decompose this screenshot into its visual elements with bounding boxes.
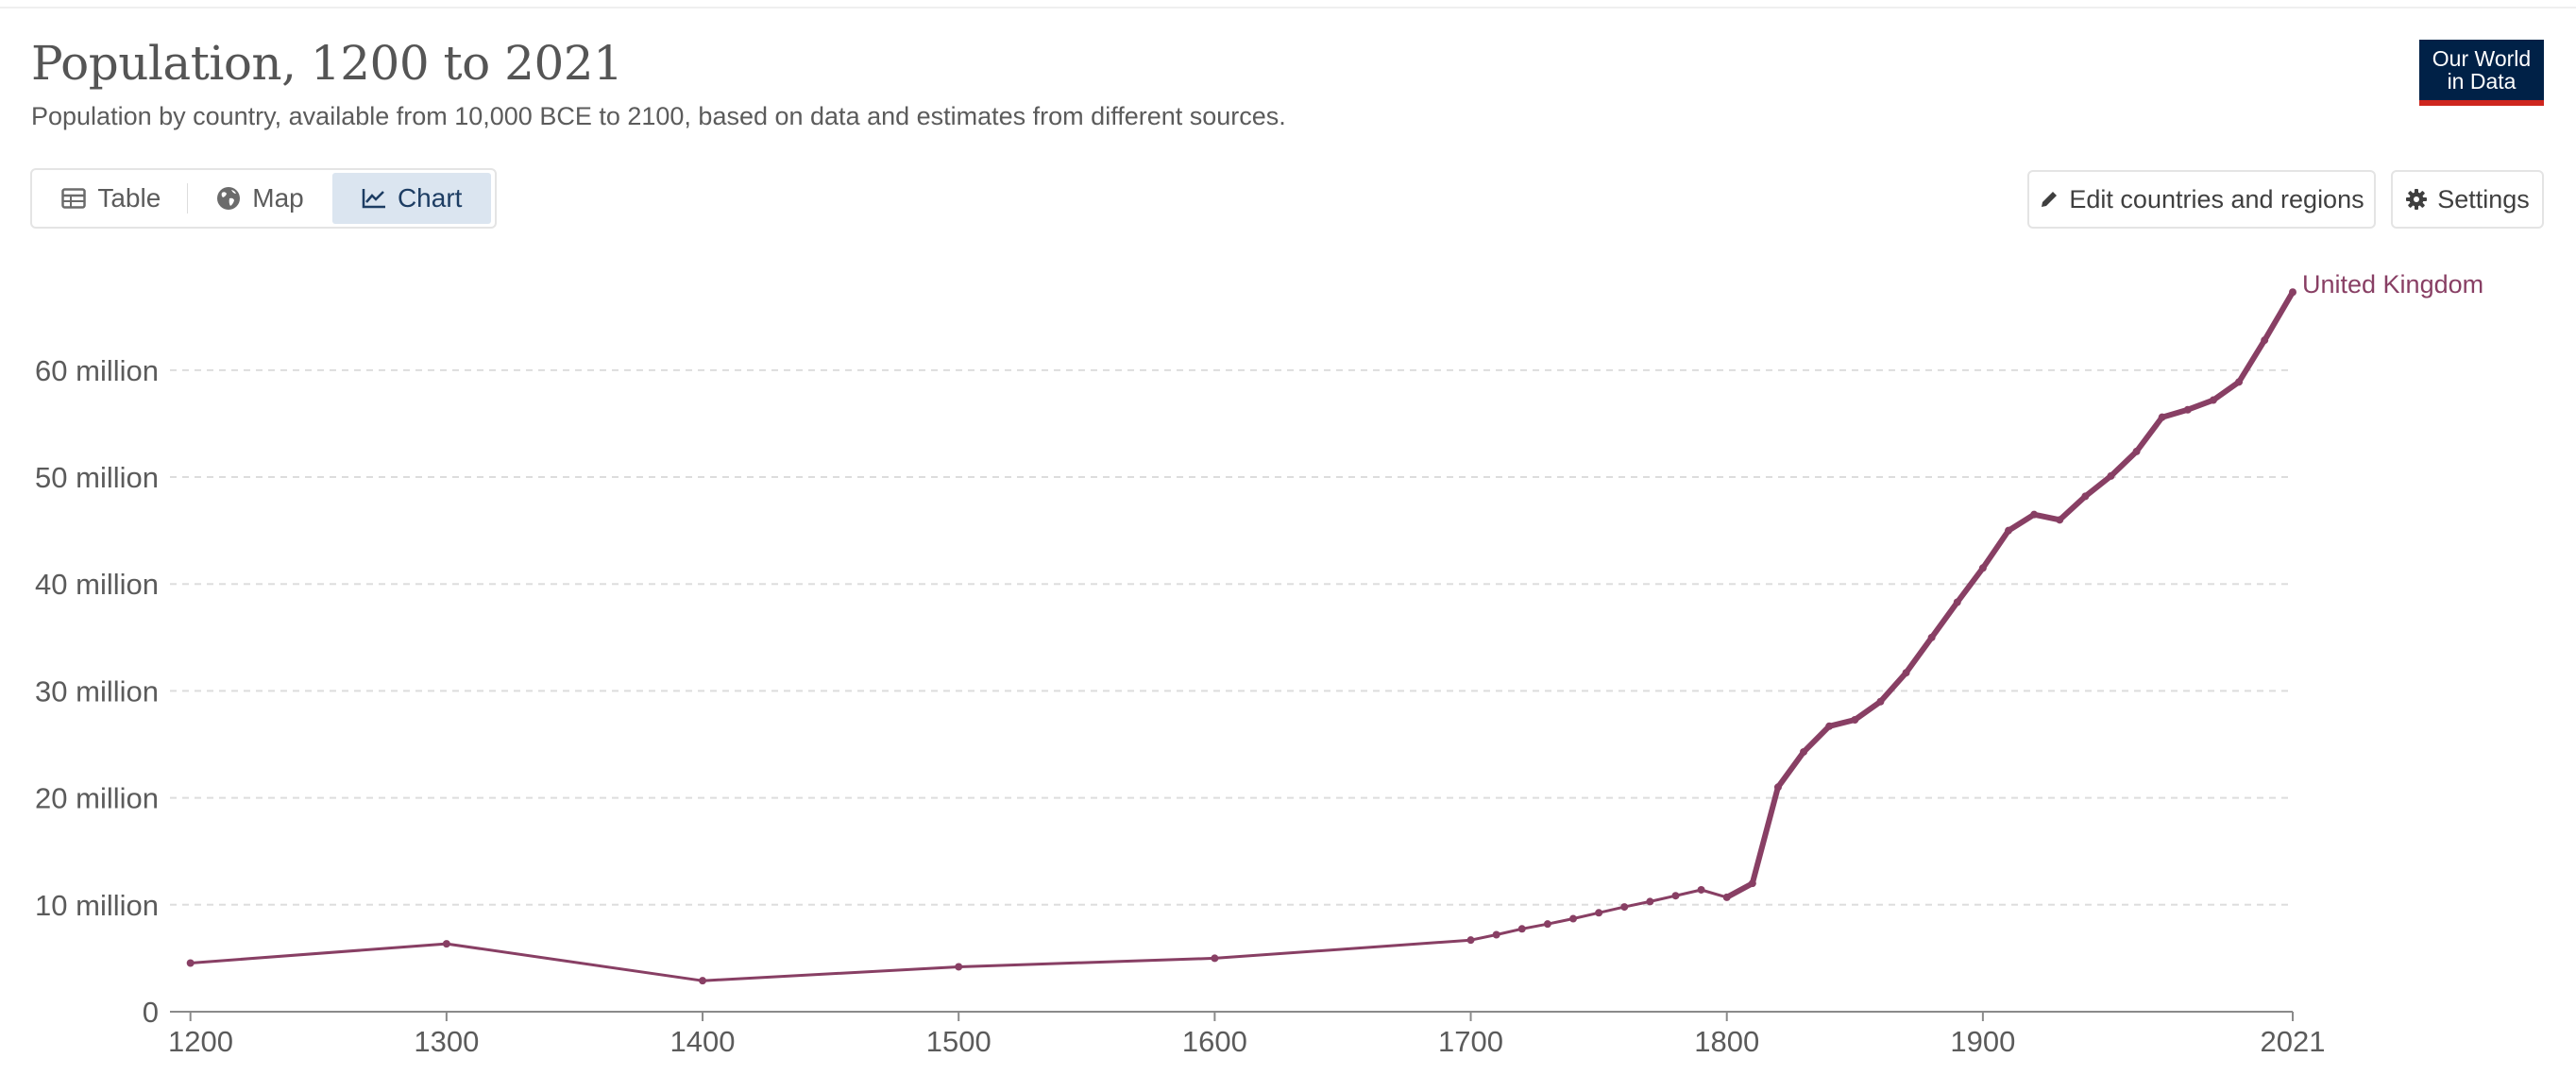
data-point [1825,722,1834,730]
x-tick-label: 1500 [926,1025,991,1058]
data-point [1492,930,1500,939]
data-point [1773,783,1782,792]
data-point [2235,378,2244,386]
y-tick-label: 40 million [35,568,159,601]
data-point [1978,564,1987,572]
data-point [2005,526,2013,535]
x-tick-label: 1400 [670,1025,736,1058]
owid-logo[interactable]: Our World in Data [2419,40,2544,106]
x-tick-label: 1300 [414,1025,479,1058]
data-point [1748,879,1756,888]
data-point [1620,903,1629,912]
data-point [1517,925,1526,933]
data-point [1722,893,1731,901]
y-tick-label: 30 million [35,674,159,708]
data-point [442,940,450,948]
data-point [1466,936,1475,945]
x-tick-label: 1800 [1694,1025,1759,1058]
tab-table[interactable]: Table [36,173,187,224]
data-point [2261,336,2269,345]
y-tick-label: 20 million [35,782,159,815]
data-point [2081,492,2090,501]
gear-icon [2406,189,2428,210]
pencil-icon [2042,190,2059,207]
data-point [955,963,963,971]
line-chart-icon [362,189,385,209]
data-point [1851,715,1859,724]
globe-icon [217,187,241,210]
data-point [1569,914,1578,923]
top-divider [0,7,2576,9]
table-icon [61,188,87,209]
x-tick-label: 1200 [168,1025,233,1058]
series-line-early [190,888,1728,982]
y-tick-label: 60 million [35,354,159,387]
logo-line-2: in Data [2447,69,2517,94]
x-tick-label: 1700 [1438,1025,1503,1058]
data-point [1671,892,1680,900]
x-tick-label: 1600 [1182,1025,1247,1058]
series-line-modern [1723,289,2296,900]
data-point [2056,516,2064,524]
data-point [1543,920,1551,929]
data-point [1211,954,1219,963]
y-tick-label: 0 [143,996,159,1029]
y-tick-label: 50 million [35,461,159,494]
tab-chart[interactable]: Chart [332,173,492,224]
data-point [699,977,707,985]
settings-label: Settings [2437,184,2530,213]
x-tick-label: 1900 [1950,1025,2015,1058]
tab-map[interactable]: Map [188,173,333,224]
tab-divider [186,183,188,213]
data-point [1902,669,1910,677]
data-point [2030,510,2039,519]
data-point [1800,747,1808,756]
edit-countries-label: Edit countries and regions [2069,184,2364,213]
edit-countries-button[interactable]: Edit countries and regions [2027,170,2376,229]
data-point [1697,885,1705,894]
data-point [2107,471,2115,480]
view-tabs: Table Map Chart [30,168,497,229]
data-point [1595,909,1603,917]
data-point [1876,697,1885,706]
y-tick-label: 10 million [35,889,159,922]
tab-map-label: Map [252,183,304,213]
page-subtitle: Population by country, available from 10… [31,102,1286,130]
tab-chart-label: Chart [397,183,463,213]
data-point [2209,396,2217,404]
series-label-united-kingdom: United Kingdom [2302,270,2483,299]
page-title: Population, 1200 to 2021 [31,36,623,91]
data-point [2183,405,2192,414]
data-point [1927,633,1936,641]
logo-line-1: Our World [2432,46,2532,71]
tab-table-label: Table [97,183,161,213]
data-point [1953,598,1961,606]
data-point [1646,897,1654,906]
data-point [186,959,195,967]
data-point [2158,413,2166,421]
x-tick-label: 2021 [2261,1025,2326,1058]
settings-button[interactable]: Settings [2391,170,2544,229]
data-point [2132,447,2141,455]
data-point [2289,288,2296,297]
